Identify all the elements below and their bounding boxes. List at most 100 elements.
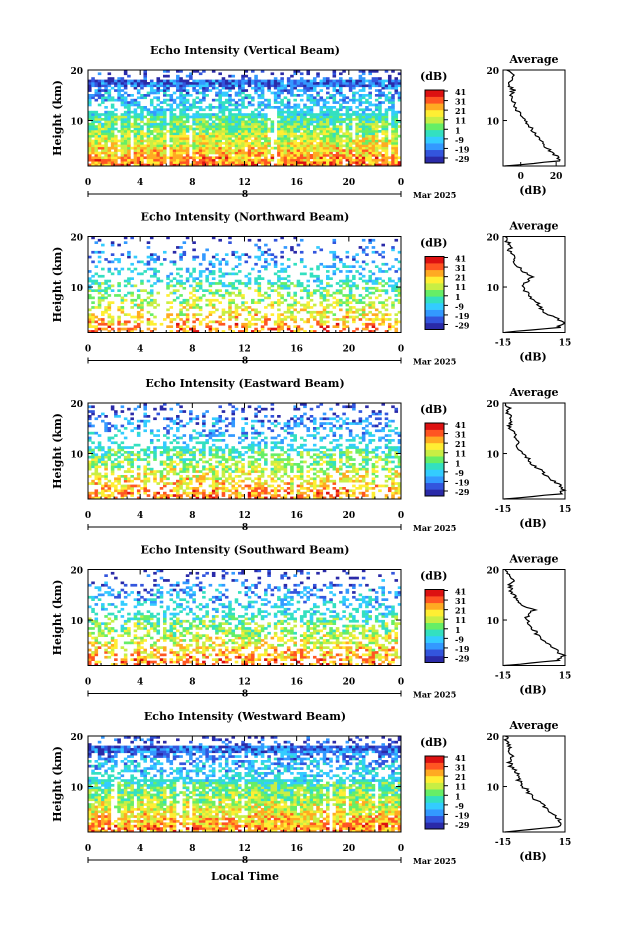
heatmap-cell — [339, 318, 343, 321]
heatmap-cell — [397, 310, 402, 314]
heatmap-cell — [247, 77, 252, 80]
heatmap-cell — [264, 151, 268, 155]
heatmap-cell — [110, 491, 115, 495]
heatmap-cell — [391, 132, 395, 136]
heatmap-cell — [140, 163, 144, 167]
heatmap-cell — [326, 122, 330, 126]
heatmap-cell — [339, 291, 343, 295]
heatmap-cell — [94, 327, 99, 331]
heatmap-cell — [273, 139, 278, 143]
heatmap-cell — [110, 139, 115, 143]
heatmap-cell — [130, 494, 134, 497]
heatmap-cell — [166, 84, 170, 88]
heatmap-cell — [88, 89, 92, 92]
profile-x-tick-label: -15 — [495, 339, 511, 349]
heatmap-cell — [234, 161, 239, 164]
heatmap-cell — [381, 303, 385, 307]
heatmap-cell — [117, 77, 121, 80]
heatmap-cell — [273, 146, 278, 150]
heatmap-cell — [192, 156, 196, 160]
heatmap-cell — [185, 142, 190, 145]
heatmap-cell — [260, 265, 265, 268]
heatmap-cell — [176, 446, 180, 449]
heatmap-cell — [387, 277, 392, 280]
heatmap-cell — [270, 130, 275, 133]
heatmap-cell — [88, 86, 92, 90]
heatmap-cell — [374, 277, 379, 280]
heatmap-cell — [322, 306, 327, 309]
heatmap-cell — [127, 74, 131, 78]
heatmap-cell — [88, 417, 92, 421]
heatmap-cell — [101, 127, 105, 131]
heatmap-cell — [224, 137, 229, 140]
heatmap-cell — [384, 149, 389, 152]
heatmap-cell — [306, 318, 311, 321]
heatmap-cell — [326, 142, 330, 145]
heatmap-cell — [195, 101, 200, 104]
heatmap-cell — [149, 110, 154, 114]
heatmap-cell — [114, 258, 118, 261]
heatmap-cell — [329, 118, 333, 121]
heatmap-cell — [365, 118, 369, 121]
heatmap-cell — [149, 79, 154, 83]
heatmap-cell — [104, 308, 108, 312]
heatmap-cell — [267, 106, 271, 109]
colorbar-tick-label: -9 — [455, 301, 464, 311]
heatmap-cell — [192, 436, 196, 440]
heatmap-cell — [117, 284, 121, 288]
heatmap-cell — [326, 96, 330, 100]
y-axis-label: Height (km) — [51, 247, 64, 323]
heatmap-cell — [257, 89, 262, 92]
heatmap-cell — [234, 146, 239, 150]
heatmap-cell — [143, 467, 147, 471]
heatmap-cell — [280, 103, 284, 107]
heatmap-cell — [104, 424, 108, 428]
x-tick-label: 16 — [290, 345, 303, 355]
heatmap-cell — [97, 327, 102, 331]
heatmap-cell — [254, 122, 258, 126]
heatmap-cell — [202, 415, 206, 418]
profile-y-tick-label: 20 — [486, 67, 499, 77]
heatmap-cell — [91, 250, 95, 254]
heatmap-cell — [309, 315, 314, 319]
heatmap-cell — [335, 79, 340, 83]
heatmap-cell — [306, 284, 311, 288]
heatmap-cell — [127, 137, 131, 140]
heatmap-cell — [381, 94, 385, 97]
heatmap-cell — [358, 154, 363, 157]
heatmap-cell — [202, 146, 206, 150]
heatmap-cell — [156, 446, 161, 449]
heatmap-cell — [277, 146, 281, 150]
heatmap-cell — [257, 310, 262, 314]
heatmap-cell — [384, 161, 389, 164]
heatmap-cell — [342, 120, 346, 124]
heatmap-cell — [166, 451, 170, 454]
heatmap-cell — [140, 125, 144, 128]
heatmap-cell — [91, 448, 95, 452]
heatmap-cell — [120, 484, 125, 488]
heatmap-cell — [384, 113, 389, 116]
heatmap-cell — [368, 286, 372, 290]
heatmap-cell — [162, 448, 167, 452]
heatmap-cell — [316, 154, 320, 157]
heatmap-cell — [218, 146, 222, 150]
heatmap-cell — [391, 127, 395, 131]
heatmap-cell — [312, 156, 317, 160]
heatmap-cell — [254, 313, 258, 316]
heatmap-cell — [381, 318, 385, 321]
colorbar-segment — [425, 316, 444, 324]
heatmap-cell — [162, 151, 167, 155]
heatmap-cell — [286, 110, 291, 114]
heatmap-cell — [381, 262, 385, 266]
heatmap-cell — [127, 250, 131, 254]
heatmap-cell — [189, 296, 193, 300]
heatmap-cell — [179, 327, 183, 331]
heatmap-cell — [332, 262, 337, 266]
heatmap-cell — [202, 149, 206, 152]
heatmap-cell — [202, 108, 206, 112]
heatmap-cell — [378, 91, 382, 95]
heatmap-cell — [127, 122, 131, 126]
heatmap-cell — [355, 163, 359, 167]
profile-x-tick-label: 15 — [559, 339, 572, 349]
heatmap-cell — [149, 113, 154, 116]
